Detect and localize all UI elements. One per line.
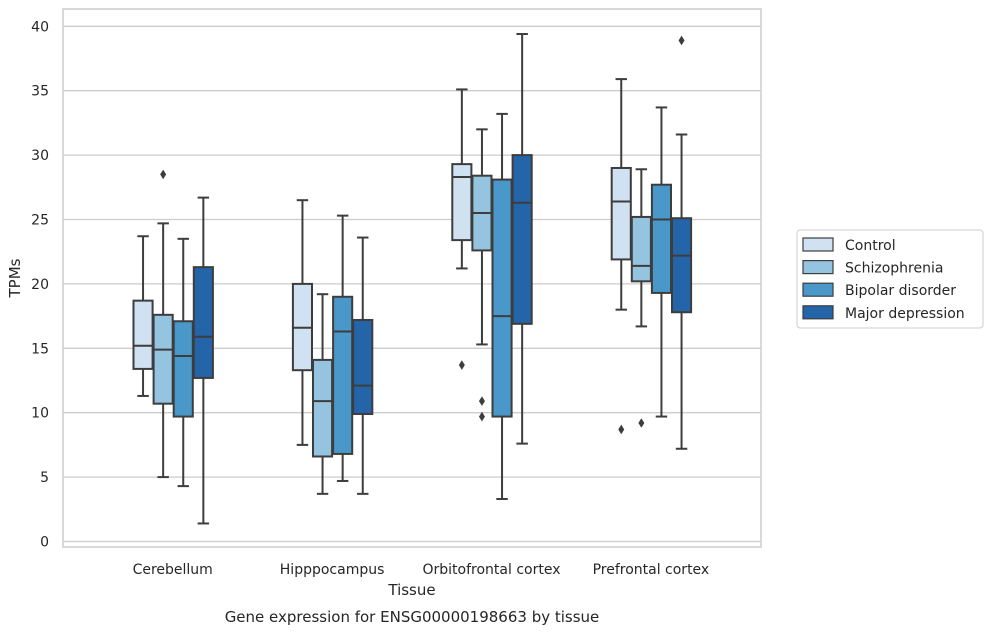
box-plot <box>610 78 632 435</box>
legend: Control Schizophrenia Bipolar disorder Majo… <box>796 229 984 329</box>
y-tick-labels: 0 5 10 15 20 25 30 35 40 <box>31 19 49 550</box>
x-axis-label: Tissue <box>387 581 435 599</box>
box-body <box>192 266 214 379</box>
legend-swatch <box>802 260 834 275</box>
box-body <box>332 295 354 455</box>
box-body <box>172 320 194 418</box>
y-axis-label: TPMs <box>6 258 24 298</box>
box-plot <box>511 33 533 445</box>
outlier-marker <box>458 360 465 370</box>
y-tick-label: 5 <box>40 470 49 486</box>
y-tick-label: 35 <box>31 84 49 100</box>
y-tick-label: 30 <box>31 148 49 164</box>
box-plot <box>152 169 174 479</box>
y-tick-label: 25 <box>31 213 49 229</box>
legend-label: Control <box>845 238 896 254</box>
box-body <box>630 215 652 283</box>
box-groups <box>132 33 693 525</box>
legend-frame <box>796 229 984 329</box>
box-plot <box>471 128 493 422</box>
box-plot <box>172 237 194 488</box>
box-plot <box>332 214 354 482</box>
legend-swatch <box>802 305 834 320</box>
box-plot <box>650 106 673 418</box>
box-body <box>132 299 154 370</box>
legend-label: Major depression <box>845 306 965 322</box>
y-tick-label: 20 <box>31 277 49 293</box>
box-plot <box>352 236 374 495</box>
box-plot <box>291 199 313 446</box>
box-body <box>451 163 473 242</box>
box-plot <box>312 293 334 495</box>
x-tick-label: Orbitofrontal cortex <box>423 562 561 578</box>
legend-label: Bipolar disorder <box>845 283 956 299</box>
box-body <box>152 313 174 405</box>
legend-swatch <box>802 282 834 297</box>
box-plot <box>132 235 154 397</box>
x-tick-labels: Cerebellum Hipppocampus Orbitofrontal cort… <box>133 562 710 578</box>
outlier-marker <box>618 424 625 435</box>
box-body <box>352 318 374 415</box>
legend-label: Schizophrenia <box>845 261 943 277</box>
plot-frame <box>62 8 762 548</box>
legend-swatch <box>802 237 834 252</box>
box-body <box>610 166 632 261</box>
outlier-marker <box>478 396 485 406</box>
y-tick-label: 0 <box>40 535 49 551</box>
box-plot <box>491 112 513 500</box>
box-body <box>312 358 334 458</box>
box-body <box>491 178 513 418</box>
chart-caption: Gene expression for ENSG00000198663 by t… <box>225 608 600 626</box>
x-tick-label: Prefrontal cortex <box>593 562 710 578</box>
outlier-marker <box>638 418 645 428</box>
x-tick-label: Cerebellum <box>133 562 213 578</box>
outlier-marker <box>160 169 167 180</box>
outlier-marker <box>678 35 685 46</box>
box-plot <box>671 35 693 450</box>
y-tick-label: 10 <box>31 406 49 422</box>
outlier-marker <box>478 411 485 422</box>
x-tick-label: Hipppocampus <box>280 562 385 578</box>
y-tick-label: 40 <box>31 19 49 35</box>
box-plot <box>192 196 214 525</box>
box-plot <box>630 168 652 428</box>
box-body <box>650 183 673 294</box>
box-body <box>671 217 693 314</box>
y-tick-label: 15 <box>31 341 49 357</box>
box-plot <box>451 88 473 370</box>
box-body <box>511 154 533 325</box>
